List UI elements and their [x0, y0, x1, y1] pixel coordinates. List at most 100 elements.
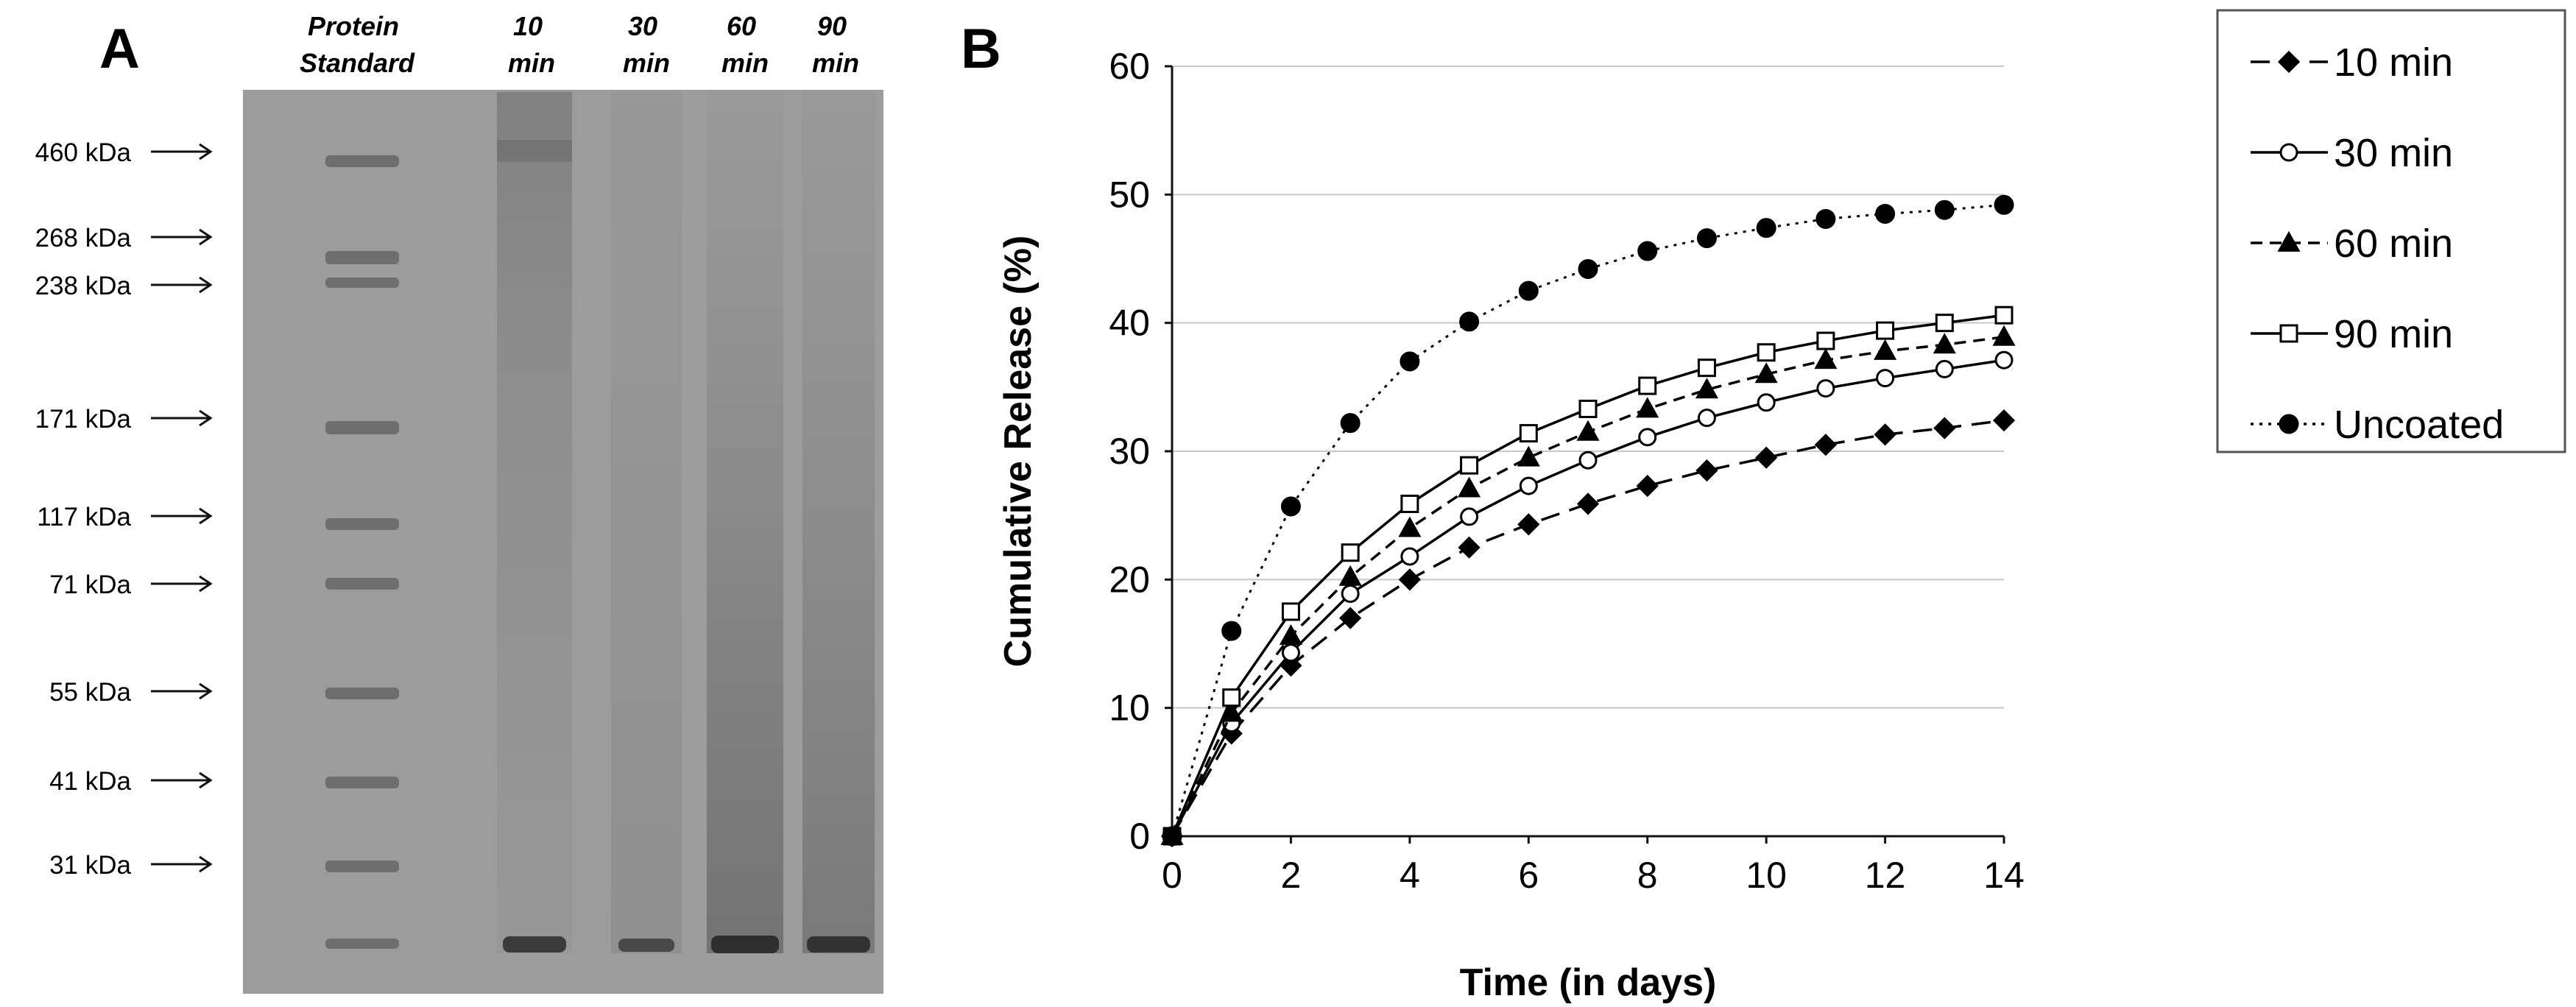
arrow-icon — [151, 409, 213, 427]
triangle-marker — [1992, 325, 2016, 346]
lane-label-protein-standard: Protein Standard — [300, 11, 415, 78]
square-marker — [1876, 321, 1895, 340]
x-axis-title: Time (in days) — [1460, 961, 1717, 1004]
series-line — [1171, 203, 2005, 837]
marker-label: 71 kDa — [49, 570, 131, 599]
circle-marker — [1637, 241, 1658, 261]
circle-marker — [1815, 208, 1836, 229]
series-uncoated — [1162, 194, 2014, 847]
square-marker — [1519, 424, 1538, 443]
series-line — [1171, 419, 2005, 837]
circle-marker — [1459, 311, 1480, 332]
square-marker — [2279, 324, 2298, 343]
marker-label: 55 kDa — [49, 678, 131, 707]
square-marker — [1400, 494, 1419, 513]
lane-smear-10-min — [497, 92, 572, 953]
lane-label-line: min — [623, 48, 670, 78]
lane-label-90-min: 90 min — [812, 11, 859, 78]
square-marker — [1341, 543, 1360, 562]
square-marker — [1222, 688, 1241, 707]
triangle-marker — [1576, 420, 1600, 441]
x-tick-label: 8 — [1637, 855, 1658, 896]
circle-marker — [1935, 359, 1954, 378]
arrow-icon — [151, 507, 213, 525]
legend: 10 min 30 min 60 min 90 min Uncoated — [2216, 9, 2566, 453]
triangle-marker — [1814, 348, 1838, 370]
ladder-band — [325, 155, 399, 167]
legend-label: Uncoated — [2334, 403, 2504, 447]
triangle-marker — [1933, 333, 1956, 354]
triangle-marker — [1874, 339, 1897, 360]
square-marker — [1816, 331, 1835, 350]
x-tick-label: 0 — [1162, 855, 1182, 896]
triangle-marker — [1695, 378, 1718, 399]
circle-marker — [1876, 369, 1895, 388]
ladder-band — [325, 421, 399, 434]
circle-marker — [1400, 351, 1420, 372]
ladder-band — [325, 251, 399, 264]
ladder-band — [325, 518, 399, 530]
ladder-band — [325, 278, 399, 288]
triangle-marker — [1754, 362, 1778, 384]
legend-item-uncoated: Uncoated — [2251, 403, 2504, 447]
diamond-marker — [1874, 423, 1896, 446]
square-marker — [1994, 305, 2014, 325]
y-axis-title: Cumulative Release (%) — [997, 236, 1040, 668]
panel-a: A Protein Standard 10 min 30 min 60 min … — [35, 11, 883, 994]
square-marker — [1697, 358, 1716, 378]
legend-item-60-min: 60 min — [2251, 222, 2453, 266]
marker-arrows — [151, 143, 213, 873]
lane-band — [503, 936, 566, 953]
marker-label: 117 kDa — [37, 503, 131, 531]
lane-label-line: 30 — [628, 11, 657, 41]
arrow-icon — [151, 771, 213, 789]
marker-label: 31 kDa — [49, 851, 131, 880]
lane-labels: Protein Standard 10 min 30 min 60 min 90… — [300, 11, 859, 78]
triangle-marker — [1338, 565, 1362, 586]
panel-a-label: A — [99, 18, 140, 80]
circle-marker — [1400, 547, 1419, 566]
diamond-marker — [1339, 607, 1362, 629]
lane-label-line: 10 — [513, 11, 543, 41]
lane-label-60-min: 60 min — [721, 11, 769, 78]
marker-label: 268 kDa — [35, 224, 132, 252]
diamond-marker — [1576, 492, 1600, 515]
arrow-icon — [151, 143, 213, 160]
y-tick-label: 60 — [1109, 46, 1150, 87]
x-tick-label: 6 — [1518, 855, 1539, 896]
legend-item-30-min: 30 min — [2251, 131, 2453, 175]
circle-marker — [1280, 496, 1301, 517]
arrow-icon — [151, 682, 213, 700]
circle-marker — [2279, 143, 2298, 162]
lane-label-line: min — [812, 48, 859, 78]
circle-marker — [1994, 350, 2014, 370]
lane-band — [711, 936, 779, 953]
arrow-icon — [151, 228, 213, 246]
circle-marker — [1340, 413, 1361, 434]
arrow-icon — [151, 575, 213, 593]
legend-label: 10 min — [2334, 40, 2453, 85]
legend-label: 30 min — [2334, 131, 2453, 175]
circle-marker — [1696, 228, 1717, 249]
ladder-band — [325, 688, 399, 699]
marker-label: 460 kDa — [35, 138, 132, 167]
square-marker — [1460, 456, 1479, 475]
circle-marker — [1460, 507, 1479, 526]
ladder-band — [325, 861, 399, 872]
square-marker — [1935, 314, 1954, 333]
lane-label-line: min — [508, 48, 555, 78]
ladder-bands — [325, 155, 399, 949]
ladder-band — [325, 578, 399, 590]
circle-marker — [1341, 584, 1360, 604]
diamond-marker — [1517, 513, 1540, 536]
lane-label-line: 60 — [727, 11, 756, 41]
lane-label-line: Protein — [308, 11, 399, 41]
y-tick-label: 40 — [1109, 303, 1150, 344]
x-tick-label: 10 — [1746, 855, 1787, 896]
y-tick-label: 30 — [1109, 431, 1150, 472]
lane-bottom-bands — [503, 936, 870, 953]
circle-marker — [1221, 621, 1242, 641]
ladder-band — [325, 939, 399, 949]
marker-label: 41 kDa — [49, 767, 131, 796]
diamond-marker — [2277, 50, 2301, 74]
